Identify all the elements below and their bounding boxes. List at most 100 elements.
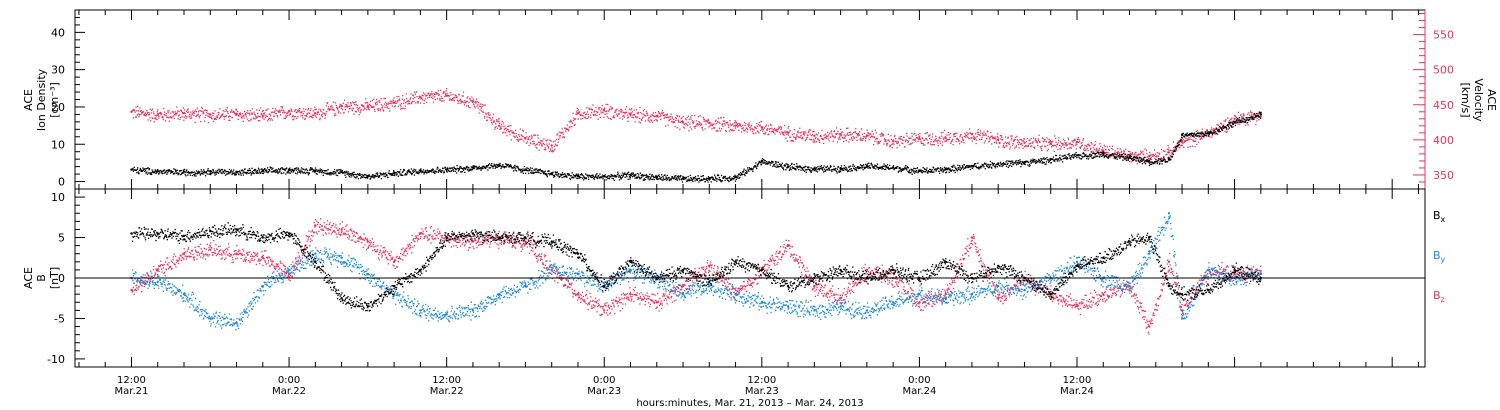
velocity-series-sample (192, 111, 194, 114)
velocity-series-sample (410, 93, 412, 95)
velocity-series-sample (563, 137, 565, 139)
velocity-series-sample (217, 114, 220, 116)
velocity-series-sample (355, 101, 357, 103)
density-series-sample (372, 176, 374, 178)
density-series-sample (587, 176, 589, 178)
density-series-sample (357, 173, 359, 176)
velocity-series-sample (906, 132, 908, 134)
velocity-series-sample (434, 96, 436, 98)
density-series-sample (524, 169, 526, 171)
velocity-series-sample (856, 139, 858, 141)
density-series-sample (428, 170, 430, 172)
velocity-series-sample (885, 140, 887, 143)
density-series-sample (847, 169, 850, 172)
density-series-sample (1088, 156, 1090, 158)
density-series-sample (368, 174, 370, 176)
velocity-series-sample (585, 113, 588, 115)
velocity-series-sample (665, 117, 668, 119)
density-series-sample (612, 175, 614, 177)
density-series-sample (144, 170, 146, 172)
density-series-sample (768, 161, 770, 163)
density-series-sample (515, 170, 518, 172)
velocity-series-sample (520, 138, 522, 140)
velocity-series-sample (152, 111, 155, 113)
density-series-sample (595, 176, 598, 178)
velocity-series-sample (793, 129, 796, 131)
velocity-series-sample (155, 115, 158, 117)
velocity-series-sample (141, 112, 144, 114)
density-series-sample (674, 178, 677, 180)
velocity-series-sample (865, 138, 867, 140)
velocity-series-sample (857, 135, 859, 137)
density-series-sample (349, 173, 351, 175)
velocity-series-sample (309, 112, 311, 115)
velocity-series-sample (442, 97, 444, 100)
velocity-series-sample (225, 109, 227, 111)
density-series-sample (321, 170, 323, 173)
velocity-series-sample (145, 114, 148, 116)
density-series-sample (898, 167, 900, 170)
velocity-series-sample (770, 131, 773, 133)
velocity-series-sample (307, 113, 309, 115)
velocity-series-sample (933, 144, 936, 146)
density-series-sample (1061, 158, 1063, 161)
velocity-series-sample (347, 111, 350, 113)
velocity-series-sample (900, 135, 902, 138)
velocity-series-sample (993, 141, 995, 143)
velocity-series-sample (1256, 117, 1258, 119)
density-series-sample (1124, 156, 1126, 158)
density-series-sample (148, 172, 150, 174)
density-series-sample (692, 177, 694, 179)
velocity-series-sample (601, 104, 603, 107)
velocity-series-sample (892, 139, 895, 141)
density-series-sample (284, 168, 287, 170)
velocity-series-sample (164, 120, 167, 122)
density-series-sample (389, 174, 392, 176)
velocity-series-sample (646, 112, 648, 114)
velocity-series-sample (234, 113, 236, 115)
velocity-series-sample (640, 118, 642, 120)
density-series-sample (970, 166, 972, 168)
density-series-sample (964, 167, 966, 169)
velocity-series-sample (383, 97, 385, 99)
density-series-sample (415, 169, 417, 171)
velocity-series-sample (1098, 149, 1100, 151)
density-series-sample (234, 173, 236, 175)
velocity-series-sample (335, 114, 337, 116)
density-series-sample (686, 179, 688, 181)
velocity-series-sample (803, 134, 806, 136)
density-series-sample (996, 166, 998, 168)
density-series-sample (1032, 158, 1034, 160)
density-series-sample (332, 170, 334, 173)
velocity-series-sample (630, 109, 632, 111)
density-series-sample (378, 176, 380, 178)
velocity-series-sample (811, 139, 813, 141)
density-series-sample (1128, 154, 1130, 156)
density-series-sample (353, 176, 356, 178)
density-series-sample (1008, 160, 1010, 162)
density-series-sample (632, 173, 634, 175)
velocity-series-sample (649, 121, 651, 123)
velocity-series-sample (562, 131, 564, 133)
velocity-series-sample (1017, 142, 1019, 144)
density-series-sample (535, 168, 537, 170)
density-series-sample (1020, 166, 1022, 168)
velocity-series-sample (1044, 138, 1046, 141)
velocity-series-sample (323, 113, 326, 115)
velocity-series-sample (566, 129, 568, 131)
velocity-series-sample (1058, 144, 1061, 146)
density-series-sample (583, 176, 585, 178)
density-series-sample (262, 170, 264, 172)
velocity-series-sample (973, 135, 975, 137)
density-series-sample (1041, 158, 1043, 160)
velocity-series-sample (571, 122, 574, 124)
density-series-sample (351, 173, 353, 176)
density-series-sample (224, 174, 227, 176)
density-series-sample (477, 167, 479, 169)
density-series-sample (193, 171, 195, 173)
density-series-sample (824, 170, 826, 172)
velocity-series-sample (289, 110, 291, 112)
density-series-sample (240, 174, 242, 176)
density-series-sample (961, 167, 963, 169)
density-series-sample (428, 171, 430, 173)
